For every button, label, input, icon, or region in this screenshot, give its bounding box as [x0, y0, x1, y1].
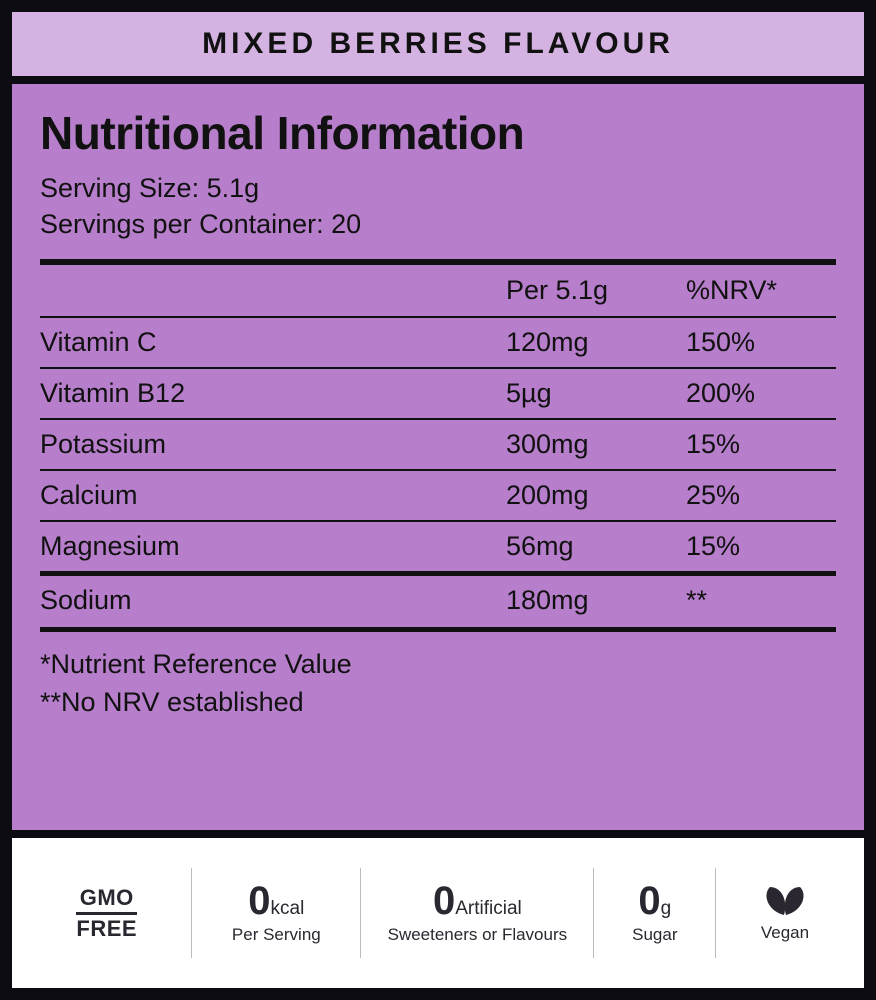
nutrition-table: Per 5.1g %NRV* Vitamin C 120mg 150% Vita…: [40, 265, 836, 625]
row-nrv: **: [686, 573, 836, 625]
row-per: 120mg: [506, 317, 686, 368]
gmo-bottom: FREE: [76, 918, 137, 940]
artificial-value: 0: [433, 879, 455, 923]
badge-gmo-free: GMO FREE: [22, 858, 192, 968]
kcal-unit: kcal: [271, 898, 305, 919]
badge-kcal: 0kcal Per Serving: [192, 858, 362, 968]
row-nrv: 15%: [686, 521, 836, 574]
table-row: Magnesium 56mg 15%: [40, 521, 836, 574]
label-container: MIXED BERRIES FLAVOUR Nutritional Inform…: [0, 0, 876, 1000]
flavour-bar: MIXED BERRIES FLAVOUR: [12, 12, 864, 76]
table-row: Vitamin C 120mg 150%: [40, 317, 836, 368]
footnote-2: **No NRV established: [40, 684, 836, 722]
badge-row: GMO FREE 0kcal Per Serving 0Artificial S…: [12, 838, 864, 988]
row-nrv: 150%: [686, 317, 836, 368]
row-per: 5µg: [506, 368, 686, 419]
separator: [12, 830, 864, 838]
row-name: Calcium: [40, 470, 506, 521]
row-nrv: 25%: [686, 470, 836, 521]
serving-size: Serving Size: 5.1g: [40, 170, 836, 206]
artificial-sub: Sweeteners or Flavours: [388, 925, 568, 945]
sugar-sub: Sugar: [632, 925, 677, 945]
table-row: Sodium 180mg **: [40, 573, 836, 625]
kcal-value: 0: [248, 879, 270, 923]
col-per: Per 5.1g: [506, 265, 686, 317]
row-per: 56mg: [506, 521, 686, 574]
vegan-label: Vegan: [761, 923, 809, 943]
badge-sugar: 0g Sugar: [594, 858, 716, 968]
table-row: Potassium 300mg 15%: [40, 419, 836, 470]
table-row: Calcium 200mg 25%: [40, 470, 836, 521]
nutrition-panel: Nutritional Information Serving Size: 5.…: [12, 84, 864, 830]
row-per: 180mg: [506, 573, 686, 625]
badge-artificial: 0Artificial Sweeteners or Flavours: [361, 858, 594, 968]
kcal-sub: Per Serving: [232, 925, 321, 945]
badge-vegan: Vegan: [716, 858, 854, 968]
serving-block: Serving Size: 5.1g Servings per Containe…: [40, 170, 836, 243]
gmo-free-mark: GMO FREE: [68, 881, 145, 946]
row-name: Sodium: [40, 573, 506, 625]
row-name: Vitamin B12: [40, 368, 506, 419]
table-row: Vitamin B12 5µg 200%: [40, 368, 836, 419]
artificial-unit: Artificial: [455, 898, 522, 919]
separator: [12, 76, 864, 84]
leaf-icon: [758, 883, 812, 919]
row-nrv: 200%: [686, 368, 836, 419]
flavour-text: MIXED BERRIES FLAVOUR: [202, 27, 674, 61]
sugar-unit: g: [661, 898, 672, 919]
row-name: Potassium: [40, 419, 506, 470]
servings-per-container: Servings per Container: 20: [40, 206, 836, 242]
col-nrv: %NRV*: [686, 265, 836, 317]
sugar-value: 0: [638, 879, 660, 923]
panel-title: Nutritional Information: [40, 106, 836, 160]
row-per: 200mg: [506, 470, 686, 521]
row-name: Magnesium: [40, 521, 506, 574]
footnotes: *Nutrient Reference Value **No NRV estab…: [40, 627, 836, 722]
footnote-1: *Nutrient Reference Value: [40, 646, 836, 684]
row-per: 300mg: [506, 419, 686, 470]
row-nrv: 15%: [686, 419, 836, 470]
row-name: Vitamin C: [40, 317, 506, 368]
gmo-line: [76, 912, 137, 915]
col-blank: [40, 265, 506, 317]
gmo-top: GMO: [76, 887, 137, 909]
